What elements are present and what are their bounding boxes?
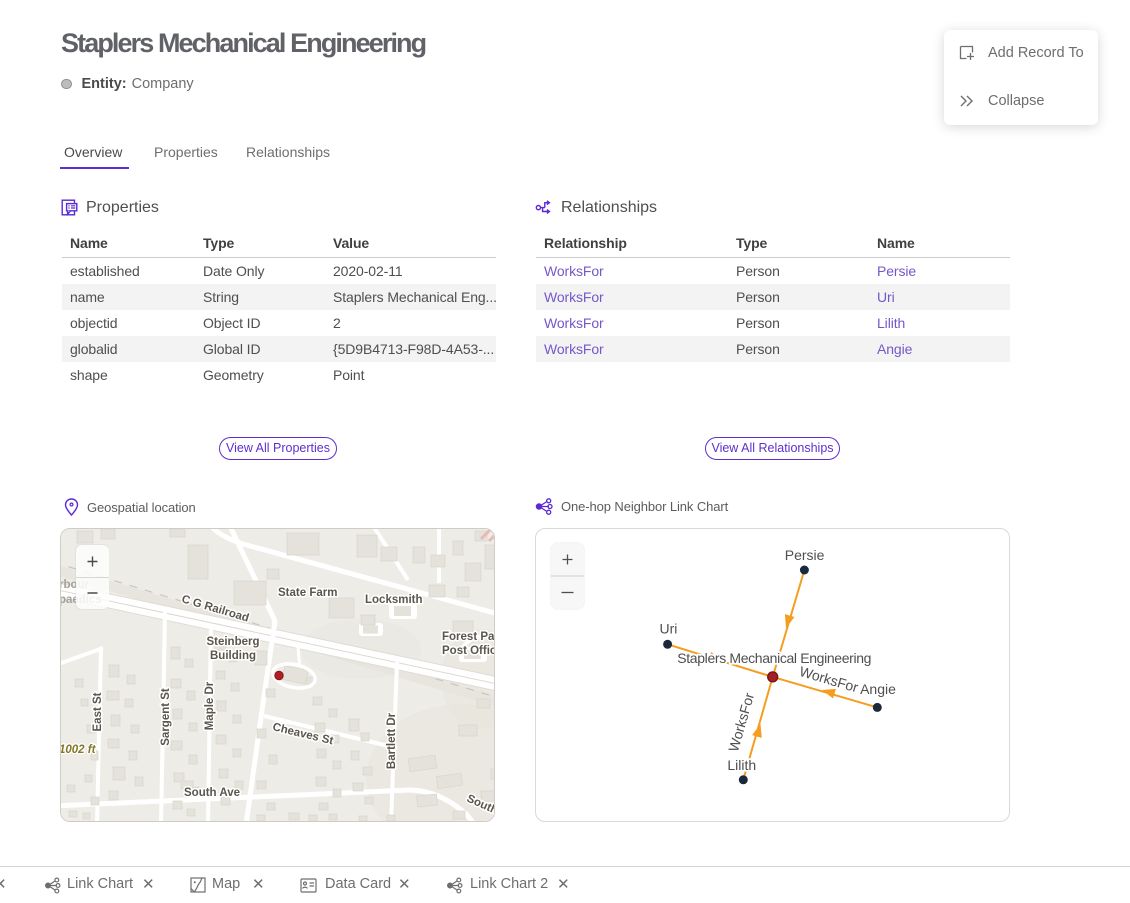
svg-text:Uri: Uri	[659, 621, 677, 637]
svg-text:Persie: Persie	[785, 547, 825, 563]
svg-text:South Ave: South Ave	[184, 787, 240, 799]
svg-text:State Farm: State Farm	[278, 587, 337, 599]
svg-text:Bartlett Dr: Bartlett Dr	[386, 712, 398, 769]
svg-text:1002 ft: 1002 ft	[61, 744, 97, 756]
svg-text:Angie: Angie	[860, 681, 896, 697]
svg-text:East St: East St	[92, 692, 104, 731]
svg-text:Lilith: Lilith	[727, 757, 756, 773]
svg-text:Locksmith: Locksmith	[365, 594, 423, 606]
svg-text:Steinberg: Steinberg	[206, 636, 259, 648]
svg-text:Building: Building	[210, 650, 256, 662]
svg-text:Post Office: Post Office	[442, 645, 494, 657]
svg-text:Forest Par: Forest Par	[442, 631, 494, 643]
svg-text:Sargent St: Sargent St	[160, 688, 172, 746]
svg-text:Maple Dr: Maple Dr	[204, 681, 216, 730]
svg-text:Staplers Mechanical Engineerin: Staplers Mechanical Engineering	[677, 650, 871, 666]
